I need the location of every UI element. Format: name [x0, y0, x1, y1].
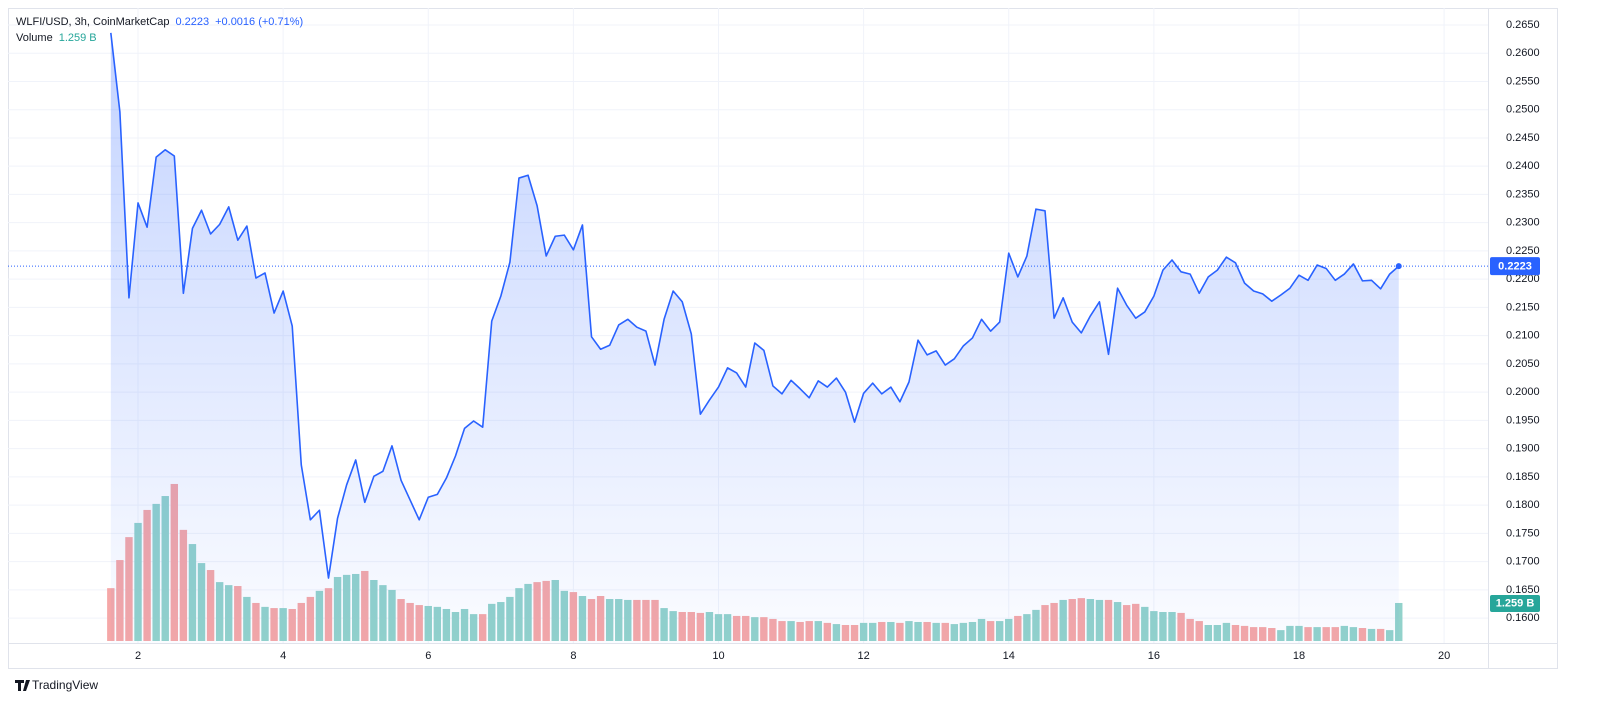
y-tick-label: 0.2400: [1506, 160, 1540, 172]
y-tick-label: 0.1700: [1506, 556, 1540, 568]
plot: [8, 32, 1488, 644]
price-badge-label: 0.2223: [1498, 261, 1532, 273]
x-tick-label: 4: [280, 650, 286, 662]
price-change: +0.0016 (+0.71%): [215, 16, 303, 28]
x-tick-label: 16: [1148, 650, 1160, 662]
y-tick-label: 0.2500: [1506, 104, 1540, 116]
x-tick-label: 12: [857, 650, 869, 662]
x-tick-label: 14: [1003, 650, 1015, 662]
price-badge: [1490, 257, 1540, 276]
axes: 0.1600 0.1650 0.1700 0.1750 0.1800 0.1850 0.19…: [135, 19, 1540, 662]
y-tick-label: 0.2650: [1506, 19, 1540, 31]
y-tick-label: 0.2300: [1506, 217, 1540, 229]
y-tick-label: 0.2600: [1506, 47, 1540, 59]
y-tick-label: 0.2050: [1506, 358, 1540, 370]
last-price: 0.2223: [175, 16, 209, 28]
price-line: [110, 32, 1400, 579]
volume-badge: [1490, 594, 1540, 612]
y-tick-label: 0.1650: [1506, 584, 1540, 596]
y-tick-label: 0.2250: [1506, 245, 1540, 257]
brand-name: TradingView: [32, 678, 98, 692]
volume-badge-label: 1.259 B: [1496, 597, 1535, 609]
x-tick-label: 18: [1293, 650, 1305, 662]
y-tick-label: 0.2550: [1506, 75, 1540, 87]
y-tick-label: 0.1600: [1506, 612, 1540, 624]
price-area: [110, 32, 1399, 644]
x-tick-label: 6: [425, 650, 431, 662]
y-tick-label: 0.1800: [1506, 499, 1540, 511]
y-tick-label: 0.1750: [1506, 527, 1540, 539]
x-tick-label: 2: [135, 650, 141, 662]
y-tick-label: 0.2100: [1506, 330, 1540, 342]
x-tick-label: 20: [1438, 650, 1450, 662]
volume-bar: [107, 588, 115, 641]
legend: WLFI/USD, 3h, CoinMarketCap 0.2223 +0.00…: [16, 16, 303, 44]
y-tick-label: 0.2350: [1506, 188, 1540, 200]
x-tick-label: 8: [570, 650, 576, 662]
y-tick-label: 0.2200: [1506, 273, 1540, 285]
y-tick-label: 0.2450: [1506, 132, 1540, 144]
brand-logo: [15, 680, 30, 691]
volume-bar: [1395, 602, 1403, 641]
y-tick-label: 0.1900: [1506, 443, 1540, 455]
x-tick-label: 10: [712, 650, 724, 662]
y-tick-label: 0.1950: [1506, 414, 1540, 426]
y-tick-label: 0.1850: [1506, 471, 1540, 483]
volume-title: Volume: [16, 32, 53, 44]
last-point: [1395, 263, 1402, 270]
symbol-title: WLFI/USD, 3h, CoinMarketCap: [16, 16, 169, 28]
y-tick-label: 0.2000: [1506, 386, 1540, 398]
volume-value: 1.259 B: [59, 32, 97, 44]
y-tick-label: 0.2150: [1506, 301, 1540, 313]
